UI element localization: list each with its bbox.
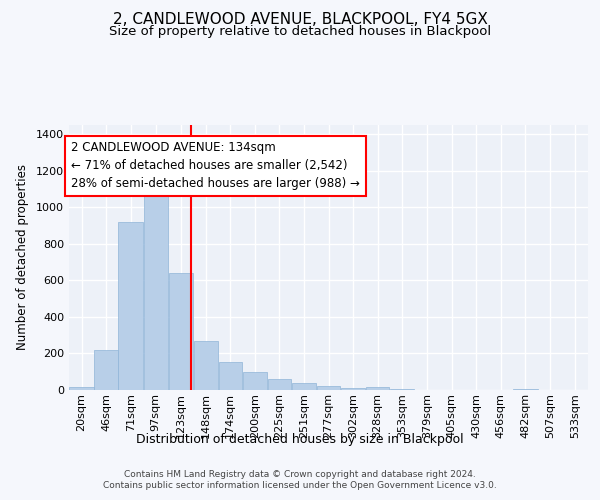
- Text: Contains HM Land Registry data © Crown copyright and database right 2024.: Contains HM Land Registry data © Crown c…: [124, 470, 476, 479]
- Text: Size of property relative to detached houses in Blackpool: Size of property relative to detached ho…: [109, 25, 491, 38]
- Bar: [341, 388, 365, 390]
- Bar: [143, 196, 168, 390]
- Bar: [268, 379, 291, 390]
- Text: 2 CANDLEWOOD AVENUE: 134sqm
← 71% of detached houses are smaller (2,542)
28% of : 2 CANDLEWOOD AVENUE: 134sqm ← 71% of det…: [71, 142, 360, 190]
- Bar: [390, 388, 414, 390]
- Bar: [243, 372, 267, 390]
- Text: Distribution of detached houses by size in Blackpool: Distribution of detached houses by size …: [136, 432, 464, 446]
- Text: Contains public sector information licensed under the Open Government Licence v3: Contains public sector information licen…: [103, 481, 497, 490]
- Bar: [292, 383, 316, 390]
- Bar: [194, 340, 218, 390]
- Bar: [169, 273, 193, 390]
- Bar: [94, 350, 118, 390]
- Bar: [118, 222, 143, 390]
- Bar: [218, 362, 242, 390]
- Bar: [70, 388, 94, 390]
- Bar: [317, 386, 340, 390]
- Text: 2, CANDLEWOOD AVENUE, BLACKPOOL, FY4 5GX: 2, CANDLEWOOD AVENUE, BLACKPOOL, FY4 5GX: [113, 12, 487, 28]
- Y-axis label: Number of detached properties: Number of detached properties: [16, 164, 29, 350]
- Bar: [366, 388, 389, 390]
- Bar: [513, 389, 538, 390]
